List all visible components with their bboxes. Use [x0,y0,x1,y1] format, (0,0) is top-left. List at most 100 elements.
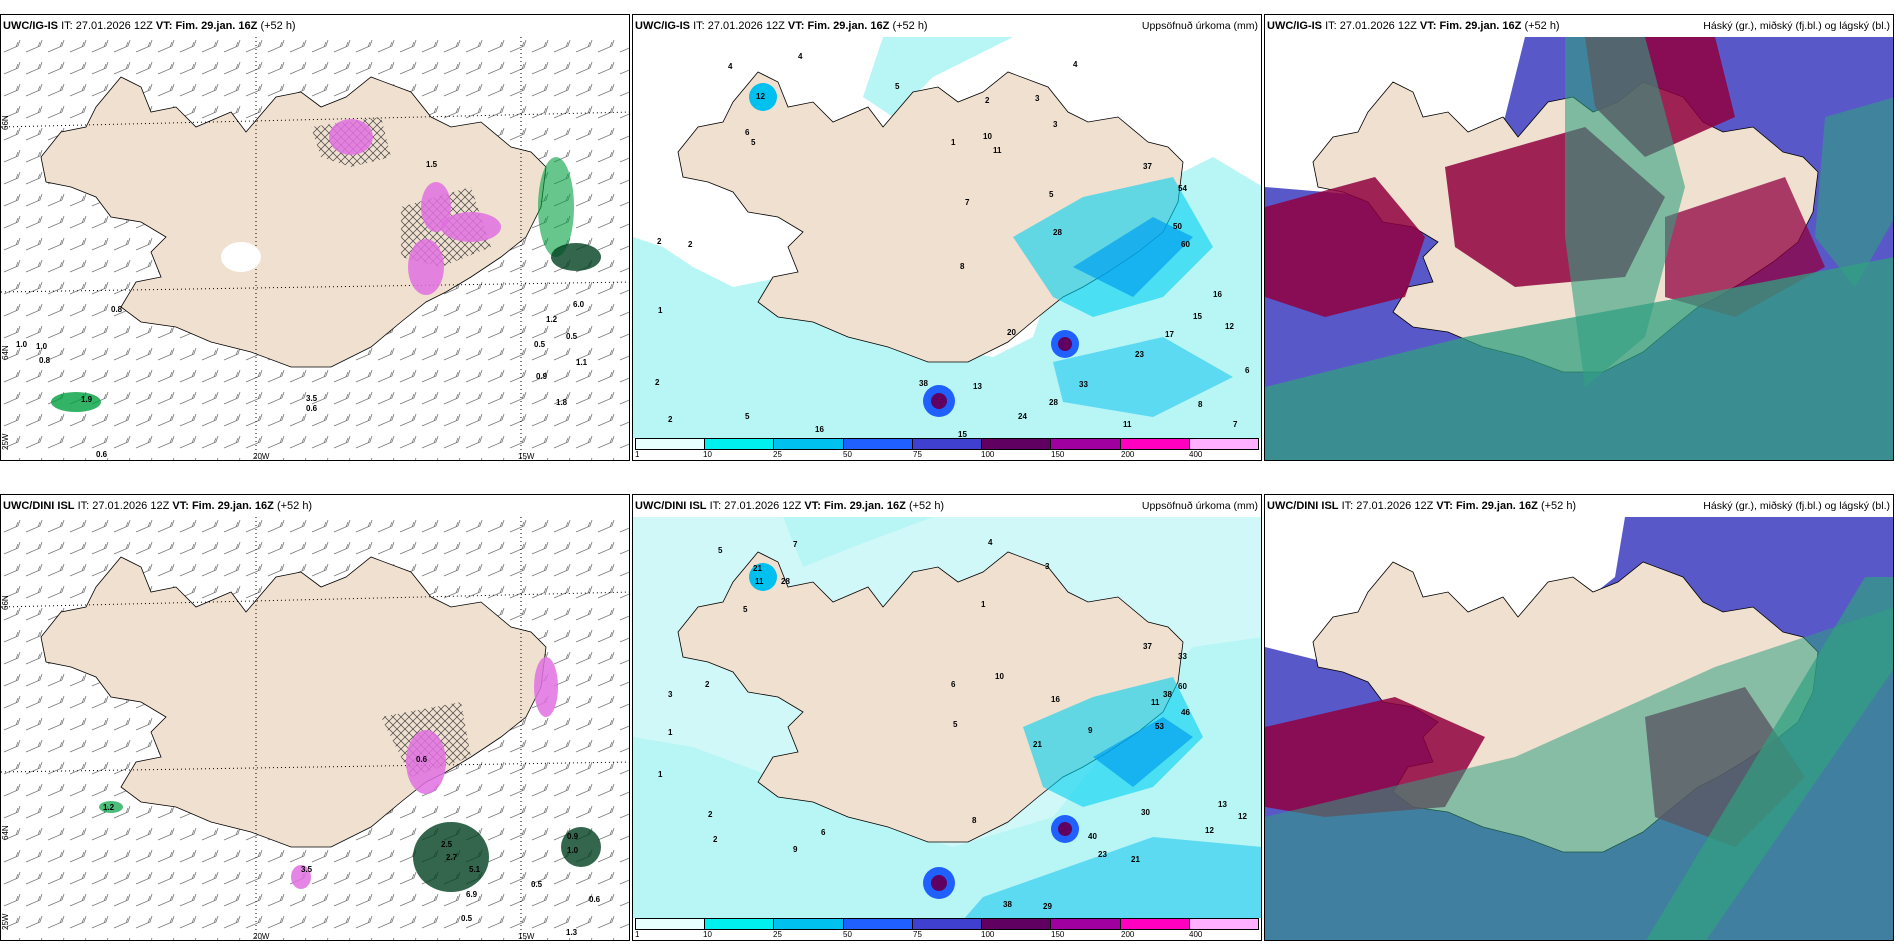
precip-label: 7 [1233,420,1238,429]
snow-map: 0.8 1.0 1.0 0.8 1.9 0.6 3.5 0.6 0.5 0.9 … [1,37,629,460]
snow-label: 6.0 [573,300,585,309]
precip-label: 2 [668,415,673,424]
snow-label: 2.5 [441,840,453,849]
it-value: 27.01.2026 12Z [724,500,802,512]
legend-tick: 400 [1189,930,1203,939]
lat-label: 64N [1,825,10,840]
precip-label: 28 [1053,228,1062,237]
snow-label: 1.5 [426,160,438,169]
legend-swatch [982,439,1052,449]
precip-label: 5 [743,605,748,614]
it-label: IT: [1325,20,1337,32]
precip-label: 38 [1163,690,1172,699]
precip-label: 4 [798,52,803,61]
panel-cloud-top: UWC/IG-IS IT: 27.01.2026 12Z VT: Fim. 29… [1264,14,1894,461]
precip-label: 1 [981,600,986,609]
snow-label: 2.7 [446,853,458,862]
lat-label: 66N [1,115,10,130]
cloud-title: Háský (gr.), miðský (fj.bl.) og lágský (… [1703,20,1890,32]
vt-label: VT: [804,500,821,512]
legend-swatch [912,919,983,929]
precip-label: 17 [1165,330,1174,339]
legend-tick: 150 [1051,930,1065,939]
snow-label: 5.1 [469,865,481,874]
precip-label: 5 [953,720,958,729]
precip-label: 13 [973,382,982,391]
precip-label: 53 [1155,722,1164,731]
snow-label: 1.0 [567,846,579,855]
lon-label: 20W [253,452,270,461]
precip-label: 11 [1123,420,1132,429]
snow-label: 1.3 [566,928,578,937]
legend-swatch [705,919,775,929]
legend-tick: 1 [635,450,640,459]
snow-label: 1.0 [16,340,28,349]
precip-title: Uppsöfnuð úrkoma (mm) [1141,500,1258,512]
legend-tick: 100 [981,930,995,939]
legend-swatch [774,439,844,449]
precip-label: 38 [1003,900,1012,909]
legend-swatch [982,919,1052,929]
precip-label: 60 [1181,240,1190,249]
snow-label: 6.9 [466,890,478,899]
precip-label: 12 [756,92,765,101]
legend-swatch [705,439,775,449]
precip-label: 38 [919,379,928,388]
precip-label: 13 [1218,800,1227,809]
precip-label: 1 [951,138,956,147]
cloud-title: Háský (gr.), miðský (fj.bl.) og lágský (… [1703,500,1890,512]
precip-label: 3 [1035,94,1040,103]
legend-tick: 50 [843,450,852,459]
it-label: IT: [1341,500,1354,512]
legend-colorbar [635,438,1259,450]
vt-label: VT: [155,20,173,32]
precip-label: 8 [1198,400,1203,409]
precip-label: 50 [1173,222,1182,231]
lat-label: 64N [1,345,10,360]
precip-label: 15 [958,430,967,439]
snow-label: 1.2 [103,803,115,812]
cloud-map [1265,37,1893,460]
precip-legend: 1 10 25 50 75 100 150 200 400 [633,438,1261,460]
panel-precip-top: UWC/IG-IS IT: 27.01.2026 12Z VT: Fim. 29… [632,14,1262,461]
legend-swatch [912,439,983,449]
precip-label: 5 [895,82,900,91]
precip-label: 2 [985,96,990,105]
precip-label: 11 [1151,698,1160,707]
precip-label: 28 [1049,398,1058,407]
lon-label: 15W [518,932,535,941]
legend-swatch [636,439,706,449]
legend-tick: 1 [635,930,640,939]
precip-label: 29 [1043,902,1052,911]
precip-label: 33 [1079,380,1088,389]
precip-label: 8 [972,816,977,825]
snow-label: 0.8 [111,305,123,314]
lead-time: (+52 h) [1540,500,1577,512]
snow-label: 3.5 [301,865,313,874]
snow-label: 0.9 [536,372,548,381]
legend-swatch [774,919,844,929]
precip-legend: 1 10 25 50 75 100 150 200 400 [633,918,1261,940]
legend-tick: 200 [1121,450,1135,459]
precip-label: 5 [1049,190,1054,199]
snow-label: 3.5 [306,394,318,403]
precip-label: 24 [1018,412,1027,421]
precip-label: 7 [965,198,970,207]
snow-label: 1.0 [36,342,48,351]
legend-tick: 10 [703,930,712,939]
precip-label: 10 [983,132,992,141]
lon-label: 15W [518,452,535,461]
it-value: 27.01.2026 12Z [75,20,153,32]
precip-label: 16 [1051,695,1060,704]
snow-label: 1.1 [576,358,588,367]
snow-label: 0.5 [461,914,473,923]
snow-label: 0.5 [566,332,578,341]
vt-value: Fim. 29.jan. 16Z [175,20,258,32]
it-value: 27.01.2026 12Z [1339,20,1417,32]
precip-label: 21 [1033,740,1042,749]
legend-swatch [1051,919,1121,929]
it-label: IT: [61,20,73,32]
vt-label: VT: [787,20,805,32]
lat-label: 25W [1,433,10,450]
panel-cloud-bottom: UWC/DINI ISL IT: 27.01.2026 12Z VT: Fim.… [1264,494,1894,941]
